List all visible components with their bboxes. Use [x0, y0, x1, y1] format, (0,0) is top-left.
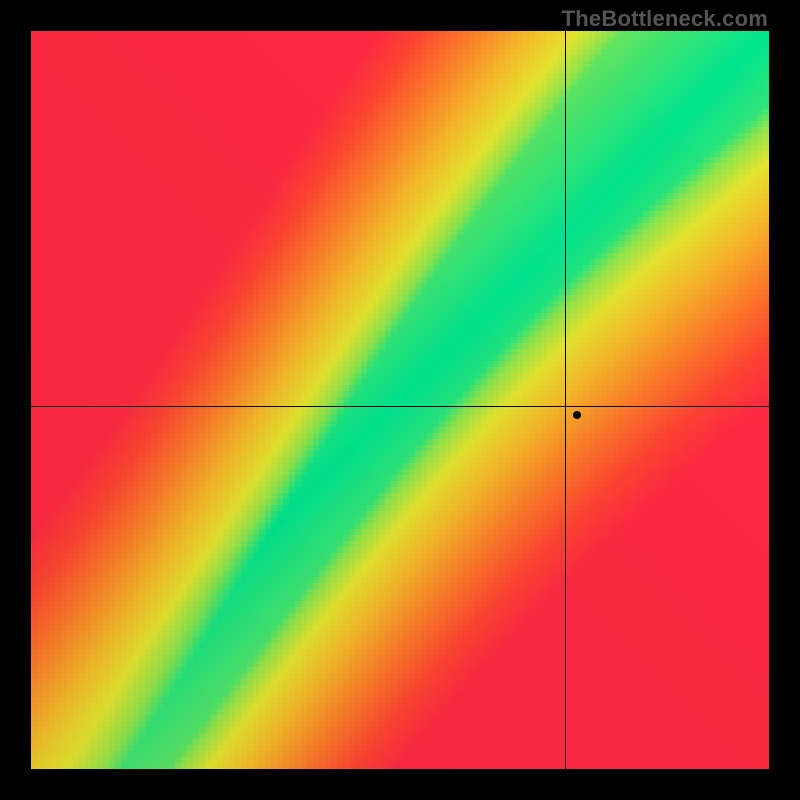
crosshair-horizontal — [31, 406, 769, 407]
bottleneck-heatmap — [31, 31, 769, 769]
crosshair-vertical — [565, 31, 566, 769]
watermark-text: TheBottleneck.com — [562, 6, 768, 32]
marker-dot — [573, 411, 581, 419]
stage: TheBottleneck.com — [0, 0, 800, 800]
